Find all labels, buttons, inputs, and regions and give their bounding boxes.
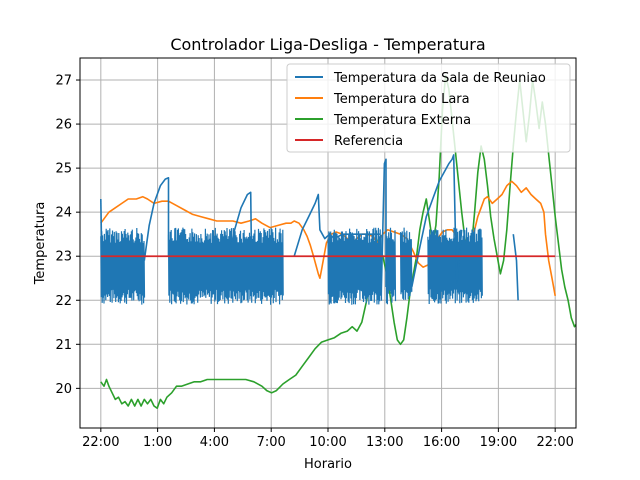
series-sala-curve [227,191,253,261]
chart-title: Controlador Liga-Desliga - Temperatura [170,35,485,54]
y-tick-label: 27 [55,74,72,89]
x-axis-label: Horario [304,457,352,472]
x-tick-label: 22:00 [82,435,119,450]
series-sala-curve [293,193,380,257]
x-axis: 22:00 1:00 4:00 7:00 10:00 13:00 16:00 19:00 22:… [82,428,574,450]
legend-box [286,63,571,153]
y-tick-label: 26 [55,118,72,133]
y-tick-label: 21 [55,338,72,353]
y-tick-label: 24 [55,206,72,221]
x-tick-label: 7:00 [257,435,286,450]
y-tick-label: 23 [55,250,72,265]
x-tick-label: 10:00 [309,435,346,450]
legend-label: Referencia [334,134,403,149]
x-tick-label: 4:00 [200,435,229,450]
series-sala-oscillation [167,227,284,305]
series-sala-oscillation [385,227,397,305]
y-axis-label: Temperatura [33,202,48,286]
x-tick-label: 19:00 [480,435,517,450]
x-tick-label: 1:00 [143,435,172,450]
series-sala-curve [143,177,170,261]
legend: Temperatura da Sala de Reuniao Temperatur… [286,63,571,153]
legend-label: Temperatura do Lara [333,92,470,107]
series-sala-oscillation [100,227,146,305]
series-layer [100,74,576,409]
x-tick-label: 13:00 [366,435,403,450]
x-tick-label: 16:00 [423,435,460,450]
series-sala-curve [512,234,519,301]
series-sala-curve [100,198,103,248]
y-tick-label: 22 [55,294,72,309]
y-axis: 20 21 22 23 24 25 26 27 [55,74,80,397]
series-sala-curve [380,158,387,296]
legend-label: Temperatura Externa [333,113,471,128]
series-sala-oscillation [327,227,383,305]
series-sala-curve [411,154,463,288]
legend-label: Temperatura da Sala de Reuniao [333,71,546,86]
x-tick-label: 22:00 [536,435,573,450]
series-sala-oscillation [427,227,483,305]
y-tick-label: 25 [55,162,72,177]
series-0 [100,154,519,305]
y-tick-label: 20 [55,382,72,397]
series-sala-oscillation [399,227,413,300]
